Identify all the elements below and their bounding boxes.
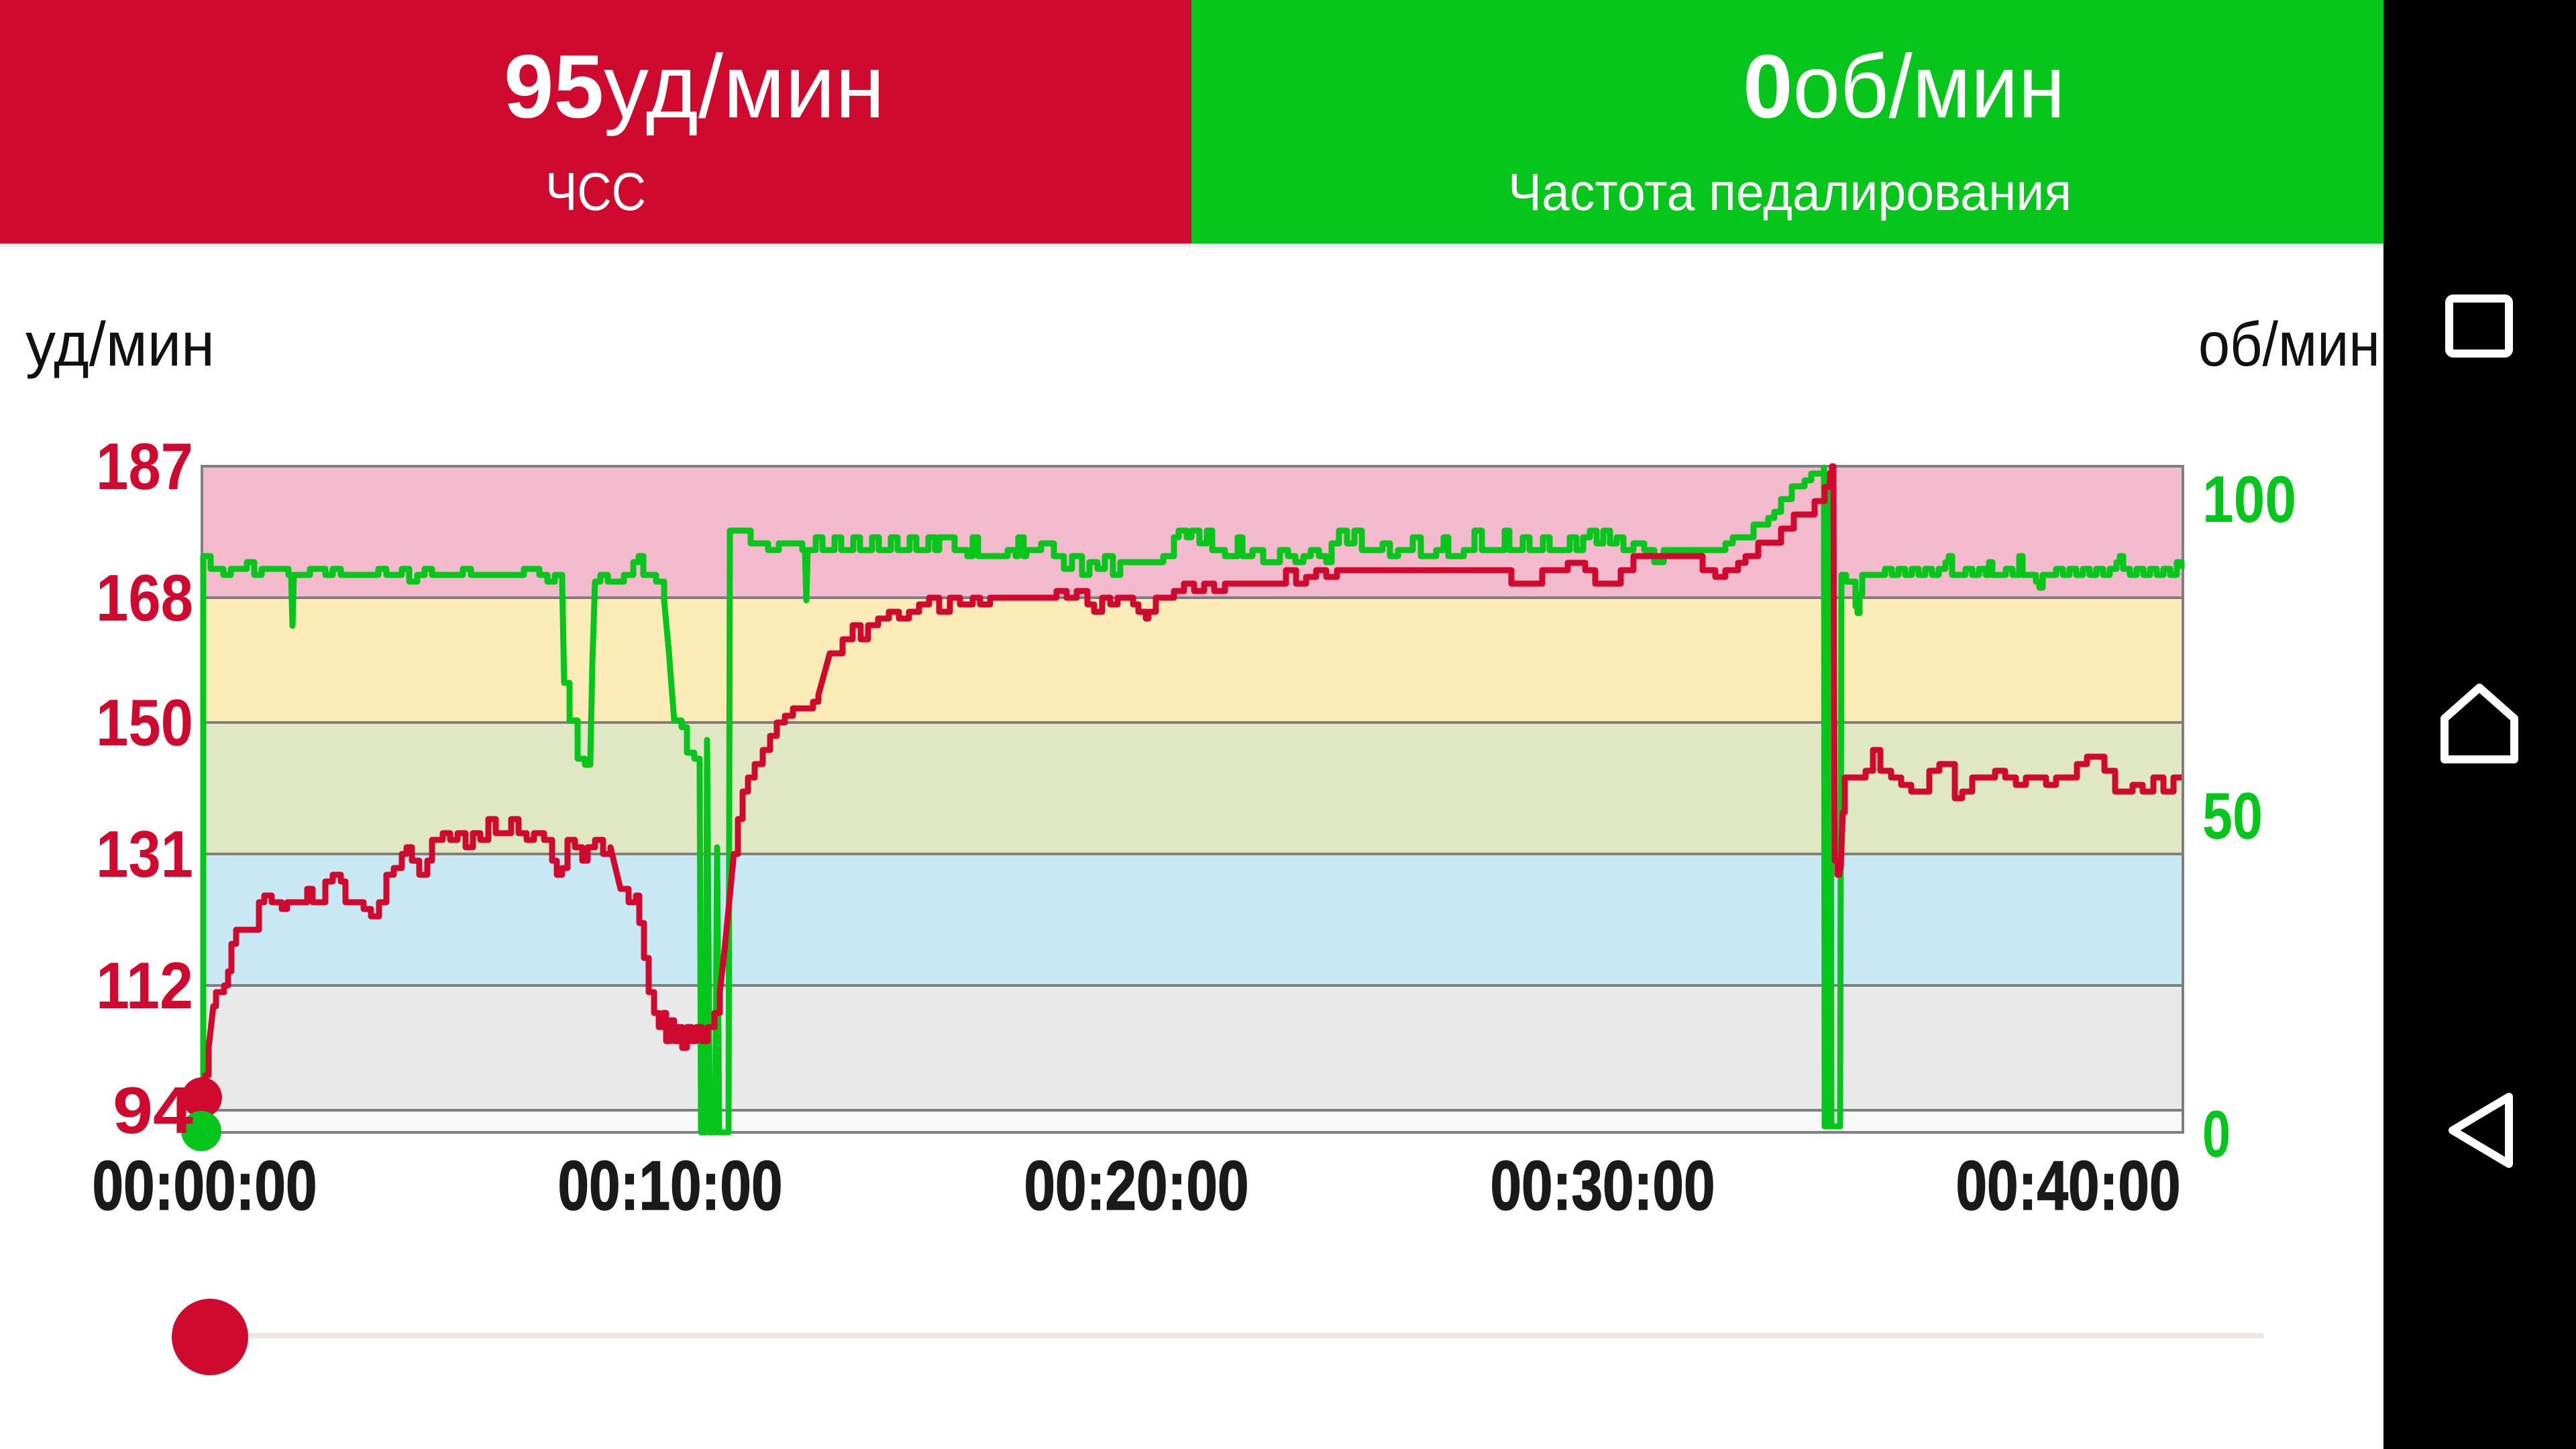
svg-text:131: 131 — [96, 817, 193, 891]
svg-text:00:20:00: 00:20:00 — [1024, 1147, 1248, 1225]
svg-text:95уд/мин: 95уд/мин — [504, 37, 885, 137]
svg-text:00:10:00: 00:10:00 — [557, 1147, 782, 1225]
svg-text:00:30:00: 00:30:00 — [1490, 1147, 1715, 1225]
svg-text:187: 187 — [96, 429, 193, 503]
svg-text:112: 112 — [96, 949, 193, 1022]
svg-text:94: 94 — [113, 1073, 193, 1147]
svg-text:168: 168 — [96, 561, 193, 635]
svg-text:00:40:00: 00:40:00 — [1955, 1147, 2180, 1225]
svg-text:150: 150 — [96, 686, 193, 759]
svg-text:50: 50 — [2202, 779, 2263, 853]
svg-text:об/мин: об/мин — [2198, 309, 2380, 379]
svg-text:00:00:00: 00:00:00 — [92, 1147, 317, 1225]
svg-text:Частота педалирования: Частота педалирования — [1508, 162, 2072, 221]
svg-text:0об/мин: 0об/мин — [1743, 37, 2065, 137]
svg-text:100: 100 — [2202, 462, 2296, 536]
svg-text:0: 0 — [2202, 1097, 2231, 1171]
svg-text:уд/мин: уд/мин — [25, 309, 215, 379]
svg-text:ЧСС: ЧСС — [545, 162, 646, 221]
